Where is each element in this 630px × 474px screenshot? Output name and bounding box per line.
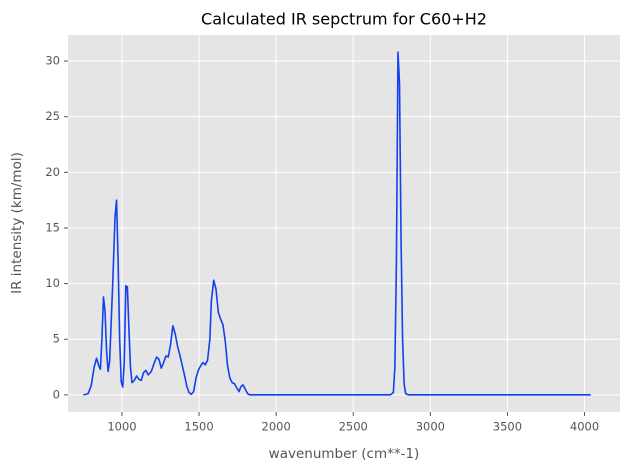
x-tick-label: 1000 <box>107 420 136 434</box>
y-tick-label: 0 <box>53 387 60 401</box>
y-axis-label: IR intensity (km/mol) <box>9 152 25 294</box>
plot-area <box>68 35 620 412</box>
x-tick-label: 4000 <box>570 420 599 434</box>
y-tick-label: 5 <box>53 332 60 346</box>
x-tick-label: 3000 <box>416 420 445 434</box>
x-tick-label: 2000 <box>262 420 291 434</box>
x-tick-label: 1500 <box>184 420 213 434</box>
spectrum-line <box>83 51 591 396</box>
grid <box>68 35 620 412</box>
x-tick-label: 2500 <box>339 420 368 434</box>
x-axis-label: wavenumber (cm**-1) <box>269 446 420 462</box>
x-tick-label: 3500 <box>493 420 522 434</box>
chart-title: Calculated IR sepctrum for C60+H2 <box>201 10 487 29</box>
y-tick-label: 10 <box>45 276 60 290</box>
y-tick-label: 20 <box>45 165 60 179</box>
y-tick-label: 30 <box>45 54 60 68</box>
y-tick-label: 25 <box>45 109 60 123</box>
y-tick-label: 15 <box>45 220 60 234</box>
